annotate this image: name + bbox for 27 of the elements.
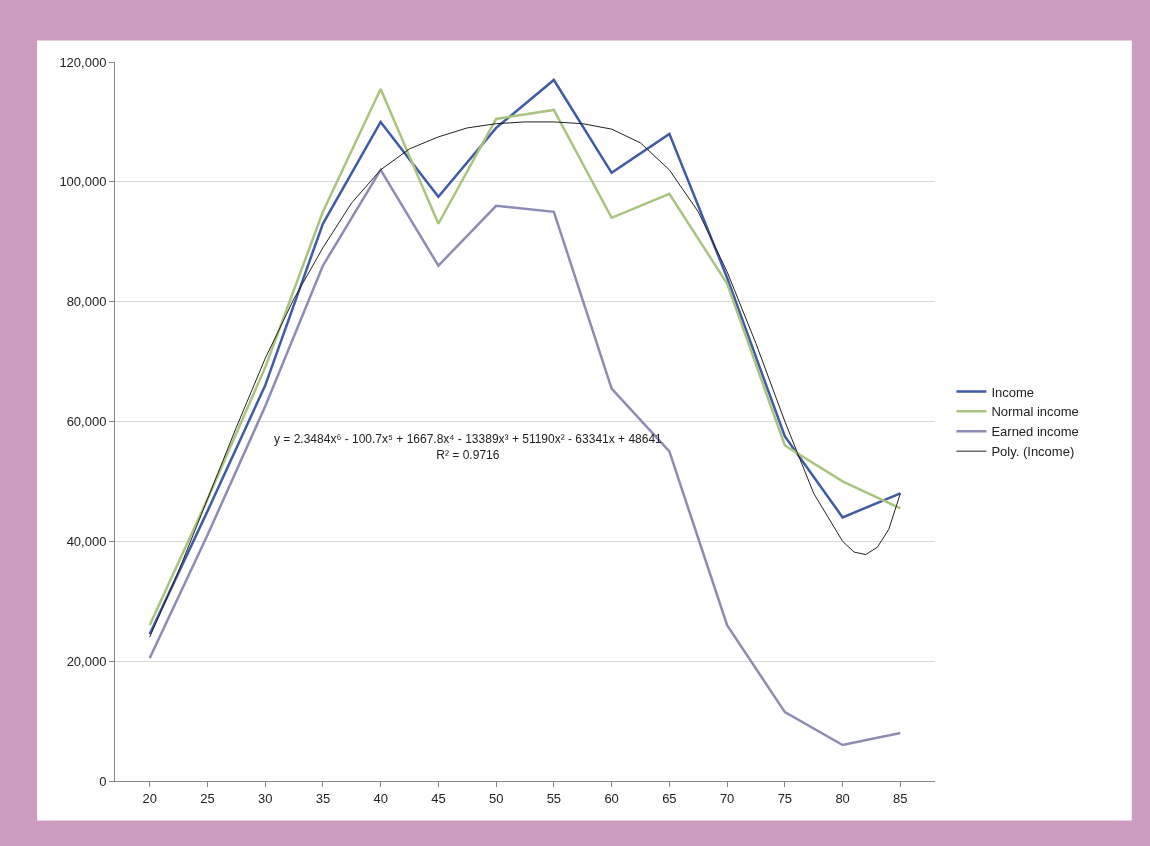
- y-tick-label: 0: [99, 773, 107, 789]
- x-tick-label: 30: [257, 790, 273, 806]
- x-tick-label: 85: [893, 790, 908, 806]
- legend-label: Normal income: [991, 404, 1079, 420]
- x-tick-label: 70: [719, 790, 735, 806]
- x-tick-label: 65: [662, 790, 677, 806]
- legend-label: Income: [991, 384, 1035, 400]
- y-tick-label: 120,000: [59, 54, 107, 70]
- y-tick-label: 80,000: [66, 294, 107, 310]
- y-tick-label: 100,000: [59, 174, 107, 190]
- x-tick-label: 55: [546, 790, 562, 806]
- x-tick-label: 35: [315, 790, 331, 806]
- y-tick-label: 60,000: [66, 414, 107, 430]
- legend-label: Earned income: [991, 424, 1079, 440]
- x-tick-label: 40: [373, 790, 388, 806]
- x-tick-label: 25: [200, 790, 215, 806]
- x-tick-label: 50: [488, 790, 504, 806]
- annotation: y = 2.3484x⁶ - 100.7x⁵ + 1667.8x⁴ - 13389x³ + 51190x² - 63341x + 48641 R² = 0.9716: [274, 432, 663, 462]
- x-tick-label: 75: [777, 790, 793, 806]
- x-tick-label: 45: [431, 790, 446, 806]
- legend-label: Poly. (Income): [991, 444, 1075, 460]
- x-tick-label: 60: [604, 790, 619, 806]
- line-series: [148, 168, 902, 747]
- x-tick-label: 20: [142, 790, 157, 806]
- x-tick-label: 80: [835, 790, 850, 806]
- y-tick-label: 20,000: [66, 653, 107, 669]
- y-tick-label: 40,000: [66, 533, 107, 549]
